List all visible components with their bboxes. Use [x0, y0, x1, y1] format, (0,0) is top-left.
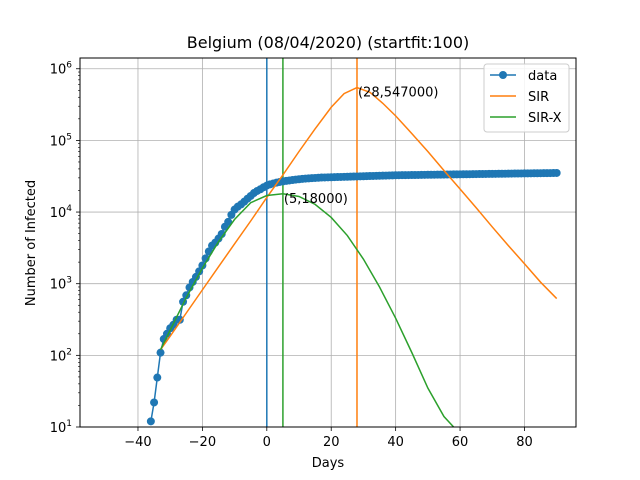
y-tick-label: 101	[50, 419, 72, 436]
x-tick-label: −40	[124, 435, 151, 450]
annotations: (28,547000) (5,18000)	[284, 86, 439, 207]
legend-box	[483, 63, 570, 133]
data-point	[175, 315, 184, 324]
y-tick-label: 104	[50, 204, 73, 221]
legend-marker-data	[499, 71, 507, 79]
x-axis-label: Days	[312, 456, 345, 471]
axes-frame	[79, 57, 577, 428]
x-tick-label: 80	[516, 435, 533, 450]
x-tick-label: 40	[387, 435, 404, 450]
data-point	[146, 417, 155, 426]
annotation-label: (28,547000)	[358, 86, 438, 101]
data-point	[552, 168, 561, 177]
series-group	[146, 86, 561, 427]
series-line-sir	[159, 86, 558, 351]
y-tick-label: 105	[50, 132, 72, 149]
legend-label-data: data	[528, 69, 557, 84]
legend-label-sirx: SIR-X	[528, 111, 562, 126]
reference-vlines	[266, 58, 358, 427]
x-ticks: −40 −20 0 20 40 60 80	[124, 427, 533, 450]
y-axis-label: Number of Infected	[24, 180, 39, 306]
data-point	[224, 217, 233, 226]
chart-title: Belgium (08/04/2020) (startfit:100)	[187, 33, 470, 52]
x-tick-label: −20	[189, 435, 216, 450]
y-ticks: 101 102 103 104 105 106	[50, 61, 80, 436]
annotation-label: (5,18000)	[284, 192, 348, 207]
y-tick-label: 106	[50, 61, 73, 78]
data-point	[217, 230, 226, 239]
x-tick-label: 20	[323, 435, 340, 450]
x-tick-label: 60	[452, 435, 469, 450]
data-point	[156, 348, 165, 357]
y-tick-label: 103	[50, 276, 72, 293]
x-tick-label: 0	[263, 435, 271, 450]
plot-area: (28,547000)(5,18000)−40 −20 0 20 40 60 8010110…	[50, 57, 577, 450]
y-tick-label: 102	[50, 347, 72, 364]
legend-label-sir: SIR	[528, 90, 549, 105]
legend: data SIR SIR-X	[483, 63, 570, 133]
series-line-sirx	[159, 193, 455, 427]
data-point	[153, 373, 162, 382]
data-point	[150, 398, 159, 407]
